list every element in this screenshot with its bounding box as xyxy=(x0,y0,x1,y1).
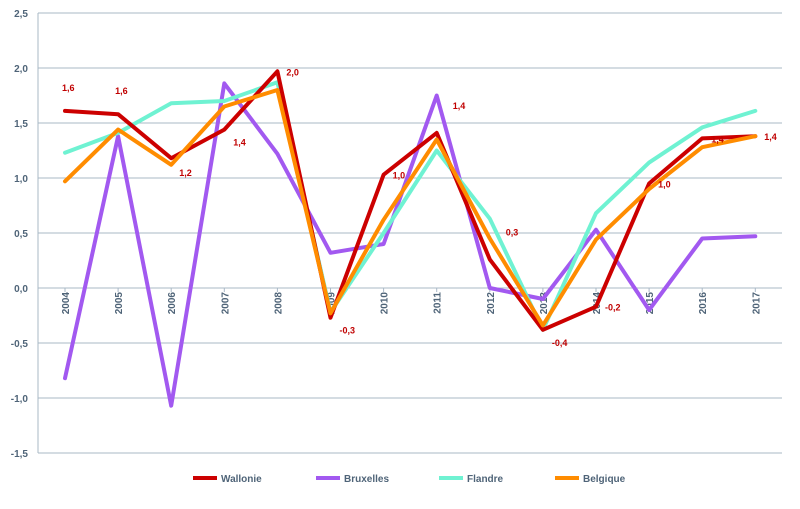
data-label: 1,4 xyxy=(764,132,777,142)
series-line-belgique xyxy=(63,88,758,328)
y-tick-label: 0,5 xyxy=(14,229,28,240)
x-tick-label: 2016 xyxy=(698,292,709,315)
data-label: 1,2 xyxy=(179,168,192,178)
series-line-flandre xyxy=(63,80,758,332)
legend-label: Belgique xyxy=(583,474,626,485)
legend-label: Flandre xyxy=(467,474,504,485)
y-tick-label: -1,0 xyxy=(11,394,29,405)
x-tick-label: 2005 xyxy=(114,292,125,315)
x-tick-label: 2011 xyxy=(433,292,444,314)
series-line-bruxelles xyxy=(63,81,758,408)
series-line-wallonie xyxy=(63,69,758,332)
data-label: -0,4 xyxy=(552,338,568,348)
data-label: 1,4 xyxy=(233,138,246,148)
legend-label: Wallonie xyxy=(221,474,262,485)
y-tick-label: 0,0 xyxy=(14,284,28,295)
x-tick-label: 2012 xyxy=(486,292,497,315)
data-label: 0,3 xyxy=(506,227,519,237)
y-tick-label: -0,5 xyxy=(11,339,29,350)
legend-label: Bruxelles xyxy=(344,474,389,485)
x-tick-label: 2015 xyxy=(645,292,656,315)
data-label: -0,3 xyxy=(340,326,356,336)
data-label: 1,6 xyxy=(115,86,128,96)
y-tick-label: 1,5 xyxy=(14,119,28,130)
data-label: -0,2 xyxy=(605,303,621,313)
x-tick-label: 2017 xyxy=(751,292,762,315)
y-tick-label: 2,0 xyxy=(14,64,28,75)
data-label: 1,0 xyxy=(658,180,671,190)
x-tick-label: 2010 xyxy=(380,292,391,315)
x-tick-label: 2008 xyxy=(273,292,284,315)
y-tick-label: -1,5 xyxy=(11,449,29,460)
x-tick-label: 2007 xyxy=(220,292,231,315)
x-tick-label: 2004 xyxy=(61,292,72,315)
data-label: 1,4 xyxy=(711,134,724,144)
x-tick-label: 2013 xyxy=(539,292,550,315)
x-tick-label: 2009 xyxy=(327,292,338,315)
x-tick-label: 2006 xyxy=(167,292,178,315)
y-tick-label: 1,0 xyxy=(14,174,28,185)
data-label: 1,6 xyxy=(62,83,75,93)
data-label: 1,4 xyxy=(453,101,466,111)
y-tick-label: 2,5 xyxy=(14,9,28,20)
data-label: 2,0 xyxy=(286,67,299,77)
data-label: 1,0 xyxy=(393,171,406,181)
